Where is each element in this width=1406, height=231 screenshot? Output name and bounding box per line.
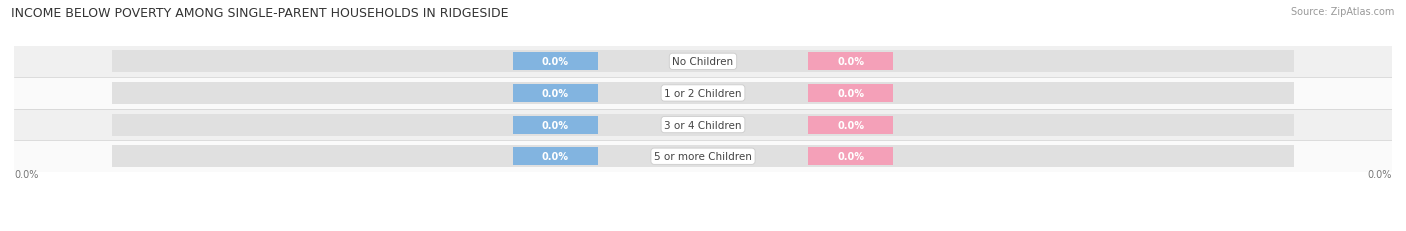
- Bar: [112, 82, 703, 105]
- Bar: [513, 116, 598, 134]
- Bar: [14, 78, 1392, 109]
- Text: Source: ZipAtlas.com: Source: ZipAtlas.com: [1291, 7, 1395, 17]
- Text: 0.0%: 0.0%: [541, 88, 569, 99]
- Bar: [808, 116, 893, 134]
- Bar: [513, 85, 598, 103]
- Text: No Children: No Children: [672, 57, 734, 67]
- Text: 3 or 4 Children: 3 or 4 Children: [664, 120, 742, 130]
- Bar: [808, 85, 893, 103]
- Bar: [14, 141, 1392, 172]
- Bar: [808, 148, 893, 166]
- Text: 0.0%: 0.0%: [541, 120, 569, 130]
- Bar: [703, 82, 1294, 105]
- Text: 5 or more Children: 5 or more Children: [654, 152, 752, 161]
- Text: 0.0%: 0.0%: [541, 152, 569, 161]
- Text: 0.0%: 0.0%: [541, 57, 569, 67]
- Legend: Single Father, Single Mother: Single Father, Single Mother: [603, 228, 803, 231]
- Text: 0.0%: 0.0%: [14, 170, 38, 179]
- Text: INCOME BELOW POVERTY AMONG SINGLE-PARENT HOUSEHOLDS IN RIDGESIDE: INCOME BELOW POVERTY AMONG SINGLE-PARENT…: [11, 7, 509, 20]
- Text: 0.0%: 0.0%: [837, 88, 865, 99]
- Bar: [14, 46, 1392, 78]
- Bar: [808, 53, 893, 71]
- Bar: [703, 51, 1294, 73]
- Text: 0.0%: 0.0%: [837, 120, 865, 130]
- Bar: [513, 53, 598, 71]
- Bar: [703, 114, 1294, 136]
- Text: 0.0%: 0.0%: [837, 57, 865, 67]
- Bar: [513, 148, 598, 166]
- Bar: [112, 146, 703, 167]
- Bar: [112, 114, 703, 136]
- Text: 1 or 2 Children: 1 or 2 Children: [664, 88, 742, 99]
- Text: 0.0%: 0.0%: [837, 152, 865, 161]
- Bar: [112, 51, 703, 73]
- Text: 0.0%: 0.0%: [1368, 170, 1392, 179]
- Bar: [703, 146, 1294, 167]
- Bar: [14, 109, 1392, 141]
